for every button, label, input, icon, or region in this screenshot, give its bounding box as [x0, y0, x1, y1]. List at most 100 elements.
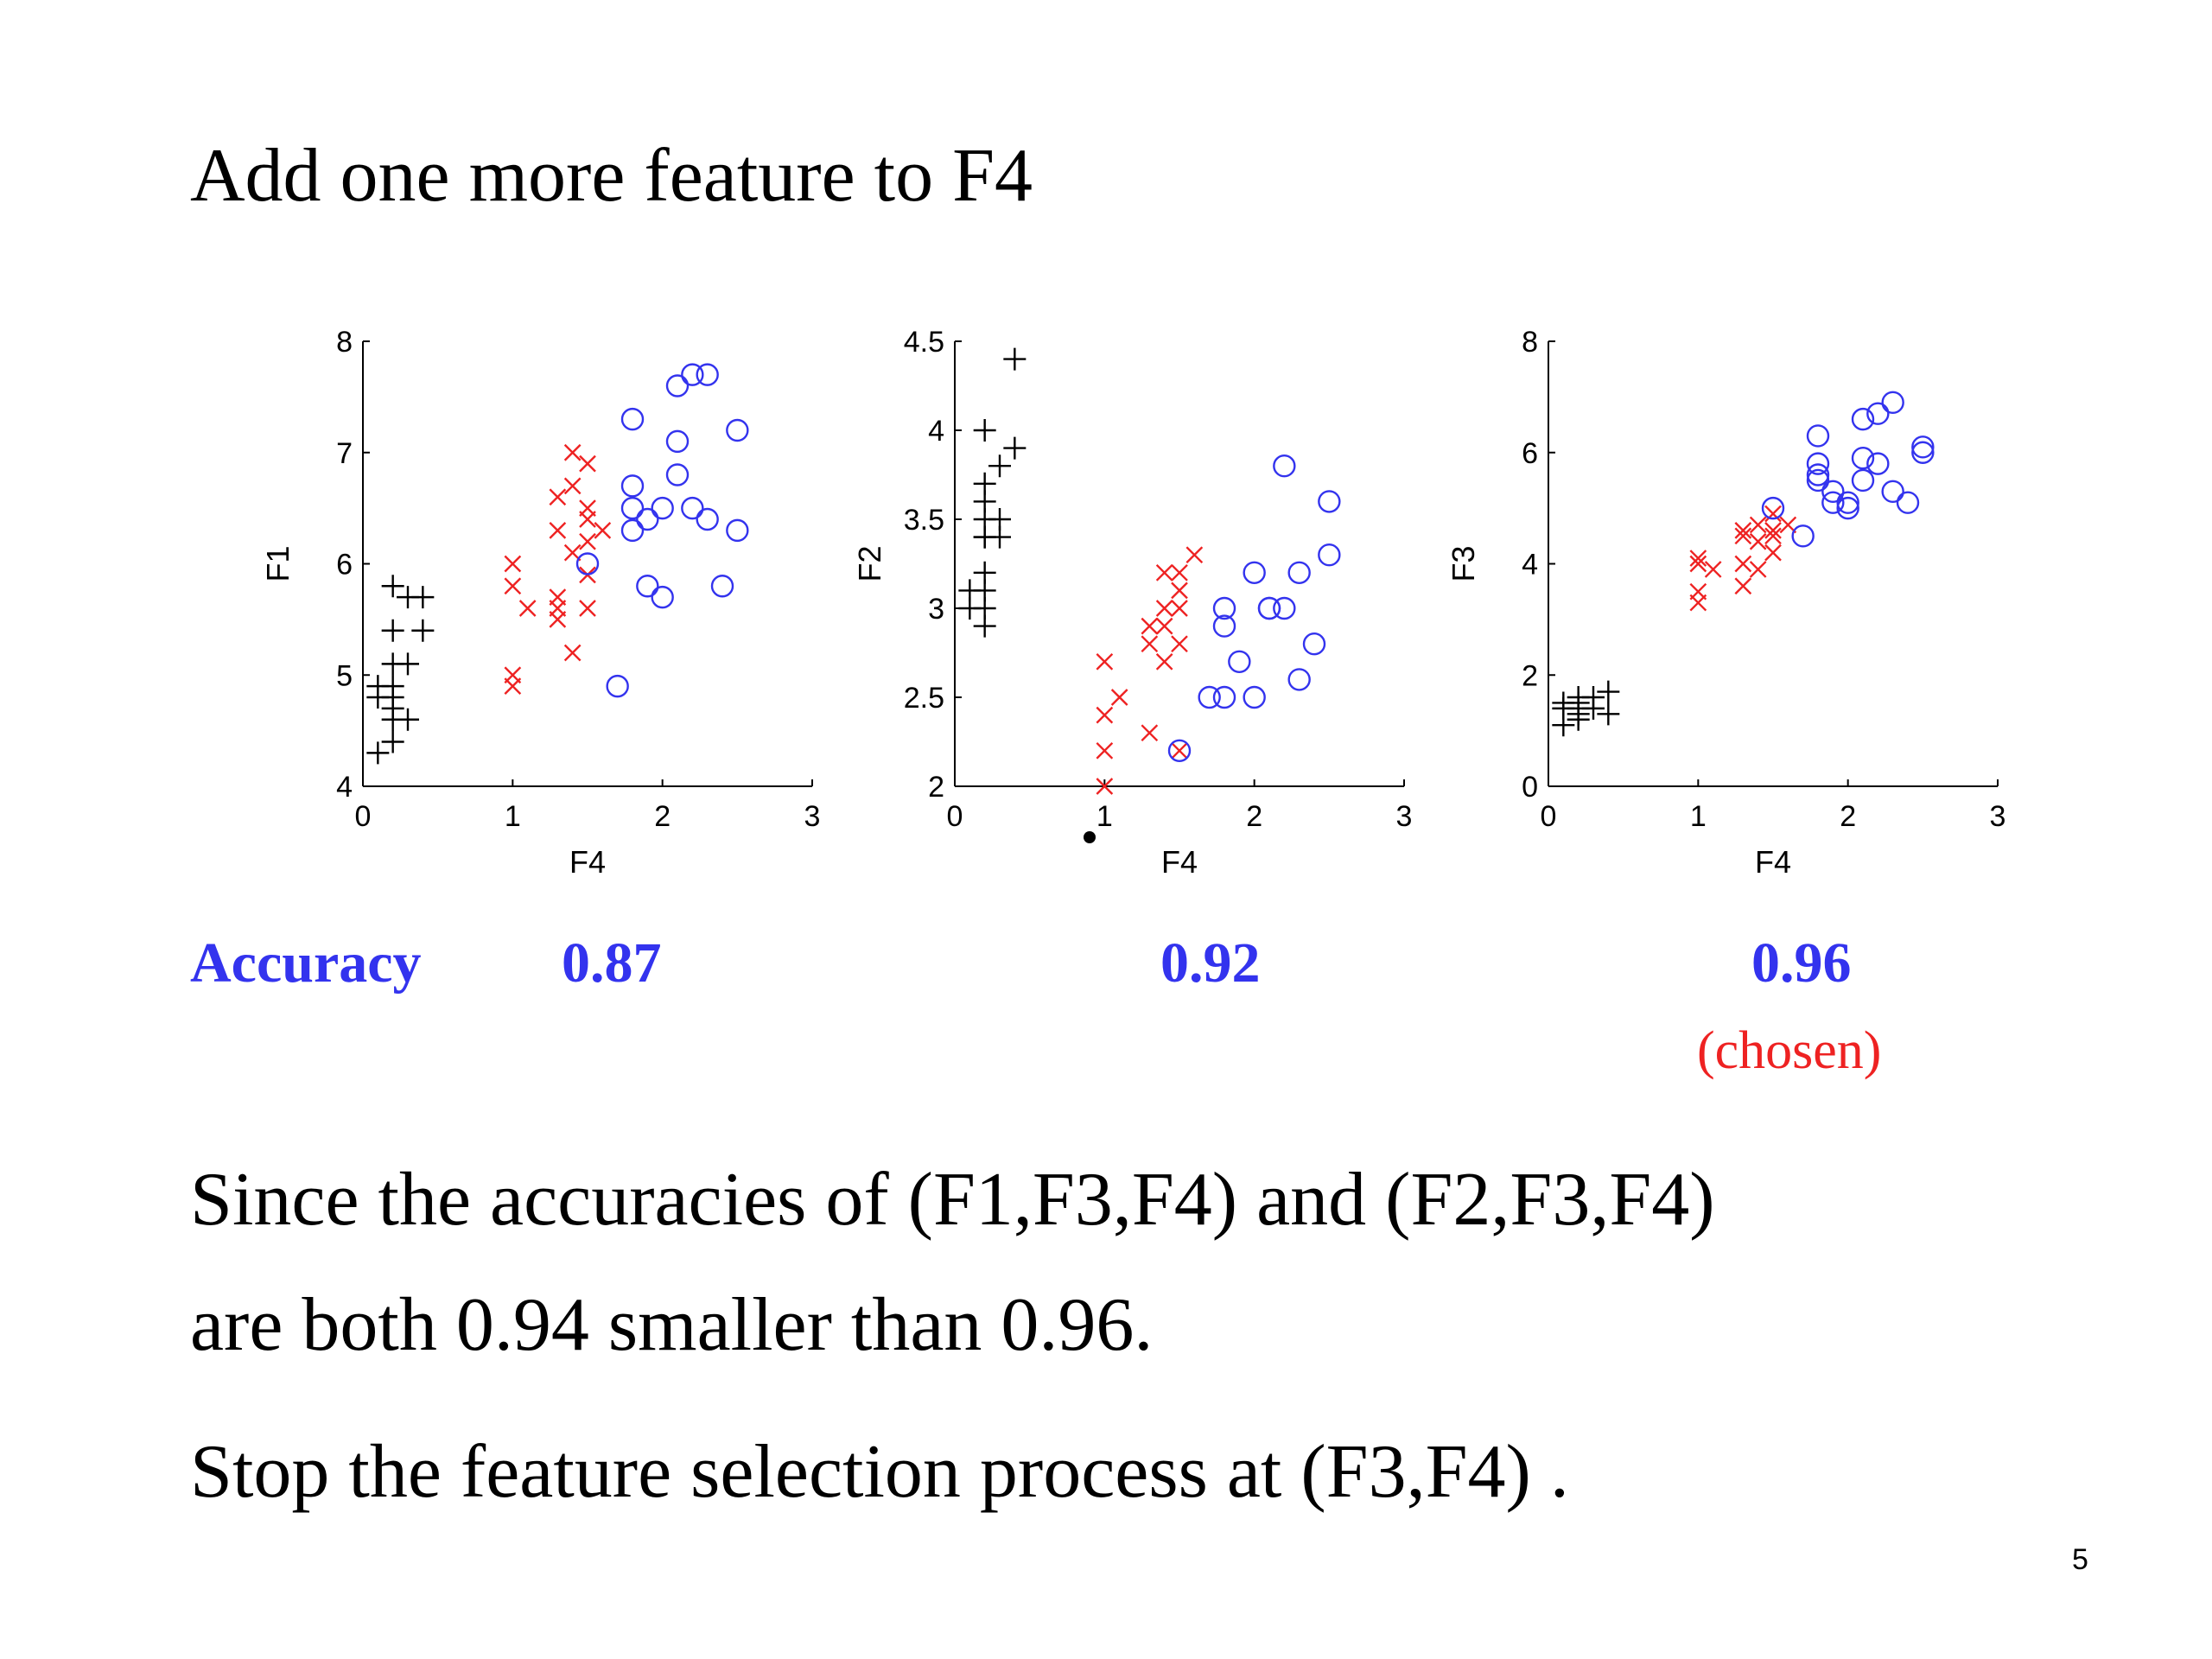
circle-point: [1228, 650, 1251, 673]
scatter-plot-f4-f1: 0 1 2 3 4 5 6 7 8 F4 F1: [260, 326, 820, 880]
x-axis-label: F4: [1755, 844, 1791, 880]
plus-point: [973, 525, 996, 549]
x-tick-label: 3: [1396, 800, 1413, 833]
circle-point: [620, 407, 645, 431]
y-tick-label: 4.5: [904, 326, 944, 359]
circle-point: [1806, 463, 1830, 486]
y-tick-label: 3.5: [904, 504, 944, 537]
plus-point: [411, 619, 435, 642]
circle-point: [1287, 668, 1311, 691]
circle-point: [1866, 452, 1890, 475]
circle-point: [1243, 685, 1266, 709]
x-tick-label: 0: [355, 800, 372, 833]
circle-point: [1851, 468, 1875, 493]
cross-point: [1096, 652, 1114, 671]
series-cross: [1096, 546, 1204, 795]
circle-point: [1198, 685, 1221, 709]
circle-point: [651, 496, 674, 520]
cross-point: [1171, 582, 1188, 600]
cross-point: [1096, 741, 1114, 760]
circle-point: [1212, 614, 1236, 638]
cross-point: [563, 477, 582, 495]
cross-point: [579, 532, 596, 550]
cross-point: [549, 522, 567, 539]
plus-point: [988, 454, 1011, 478]
cross-point: [1689, 550, 1707, 567]
circle-point: [665, 463, 690, 486]
cross-point: [579, 511, 596, 528]
circle-point: [696, 363, 719, 386]
cross-point: [1704, 561, 1722, 578]
cross-point: [1096, 778, 1114, 795]
cross-point: [1689, 594, 1707, 612]
plus-point: [381, 619, 404, 642]
cross-point: [1734, 577, 1752, 595]
body-line-3: Stop the feature selection process at (F…: [190, 1430, 1569, 1514]
plus-point: [973, 419, 996, 442]
cross-point: [579, 454, 596, 473]
cross-point: [1779, 516, 1797, 534]
accuracy-label: Accuracy: [190, 931, 422, 995]
y-tick-label: 2.5: [904, 682, 944, 715]
x-tick-label: 2: [1840, 800, 1856, 833]
circle-point: [1806, 424, 1830, 448]
circle-point: [620, 474, 645, 498]
series-plus: [958, 347, 1027, 638]
y-axis-label: F2: [852, 545, 887, 582]
circle-point: [1243, 561, 1266, 584]
cross-point: [1185, 546, 1204, 564]
plus-point: [397, 708, 419, 731]
cross-point: [1171, 600, 1188, 617]
circle-point: [726, 518, 749, 543]
y-tick-label: 6: [1522, 437, 1538, 470]
circle-point: [1881, 480, 1904, 504]
cross-point: [1155, 563, 1173, 582]
plus-point: [397, 652, 419, 676]
y-axis-label: F3: [1446, 545, 1481, 582]
cross-point: [1749, 516, 1767, 534]
series-circle: [575, 363, 749, 698]
circle-point: [1212, 596, 1236, 620]
accuracy-value-1: 0.87: [562, 931, 662, 995]
body-line-1: Since the accuracies of (F1,F3,F4) and (…: [190, 1158, 1715, 1242]
circle-point: [1881, 391, 1904, 415]
x-tick-label: 0: [1541, 800, 1557, 833]
y-tick-label: 8: [336, 326, 353, 359]
circle-point: [1851, 407, 1875, 431]
circle-point: [606, 674, 629, 698]
circle-point: [1836, 491, 1859, 514]
circle-point: [1866, 402, 1890, 425]
plus-point: [1552, 696, 1575, 720]
circle-point: [681, 363, 704, 386]
cross-point: [1749, 532, 1767, 550]
plus-point: [1597, 680, 1620, 703]
y-tick-label: 4: [336, 771, 353, 804]
cross-point: [504, 677, 522, 695]
cross-point: [1110, 689, 1128, 706]
circle-point: [636, 507, 659, 531]
cross-point: [1096, 706, 1114, 724]
x-tick-label: 1: [1096, 800, 1113, 833]
cross-point: [1171, 741, 1188, 760]
circle-point: [696, 507, 719, 531]
cross-point: [1155, 652, 1173, 671]
stray-dot: [1084, 831, 1096, 843]
plus-point: [1582, 696, 1605, 720]
cross-point: [1764, 543, 1782, 562]
plus-point: [381, 575, 404, 598]
scatter-plot-f4-f3: 0 1 2 3 0 2 4 6 8 F4 F3: [1446, 326, 2005, 880]
circle-point: [1761, 496, 1785, 520]
x-tick-label: 2: [654, 800, 671, 833]
y-tick-label: 5: [336, 659, 353, 692]
cross-point: [1764, 505, 1782, 523]
circle-point: [1836, 496, 1859, 520]
cross-point: [504, 577, 522, 595]
x-tick-label: 3: [1990, 800, 2006, 833]
cross-point: [1734, 527, 1752, 545]
y-tick-label: 4: [928, 415, 944, 448]
body-line-2: are both 0.94 smaller than 0.96.: [190, 1283, 1154, 1367]
plus-point: [1567, 708, 1590, 731]
y-tick-label: 4: [1522, 549, 1538, 582]
series-plus: [366, 575, 435, 765]
cross-point: [504, 555, 522, 573]
